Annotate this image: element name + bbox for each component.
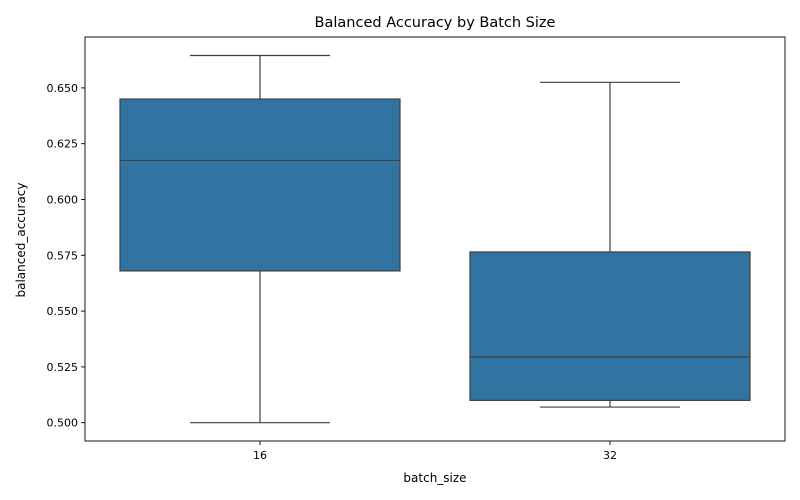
chart-title: Balanced Accuracy by Batch Size (315, 15, 556, 31)
y-tick-label: 0.650 (47, 82, 79, 95)
y-tick-label: 0.625 (47, 138, 79, 151)
x-axis-label: batch_size (403, 471, 466, 485)
plot-frame (84, 36, 786, 442)
y-tick-label: 0.500 (47, 417, 79, 430)
y-tick-label: 0.550 (47, 305, 79, 318)
plot-area (84, 36, 786, 442)
box-iqr (119, 98, 401, 272)
box-group-16 (119, 54, 401, 424)
box-group-32 (469, 81, 751, 408)
x-tick-label: 32 (603, 449, 617, 462)
y-tick-label: 0.525 (47, 361, 79, 374)
y-tick-label: 0.575 (47, 249, 79, 262)
y-tick-label: 0.600 (47, 193, 79, 206)
y-axis-label: balanced_accuracy (14, 182, 28, 297)
box-iqr (469, 251, 751, 401)
x-tick-label: 16 (253, 449, 267, 462)
x-axis: 16 32 (253, 441, 617, 462)
y-axis: 0.500 0.525 0.550 0.575 0.600 0.625 0.650 (47, 82, 85, 430)
